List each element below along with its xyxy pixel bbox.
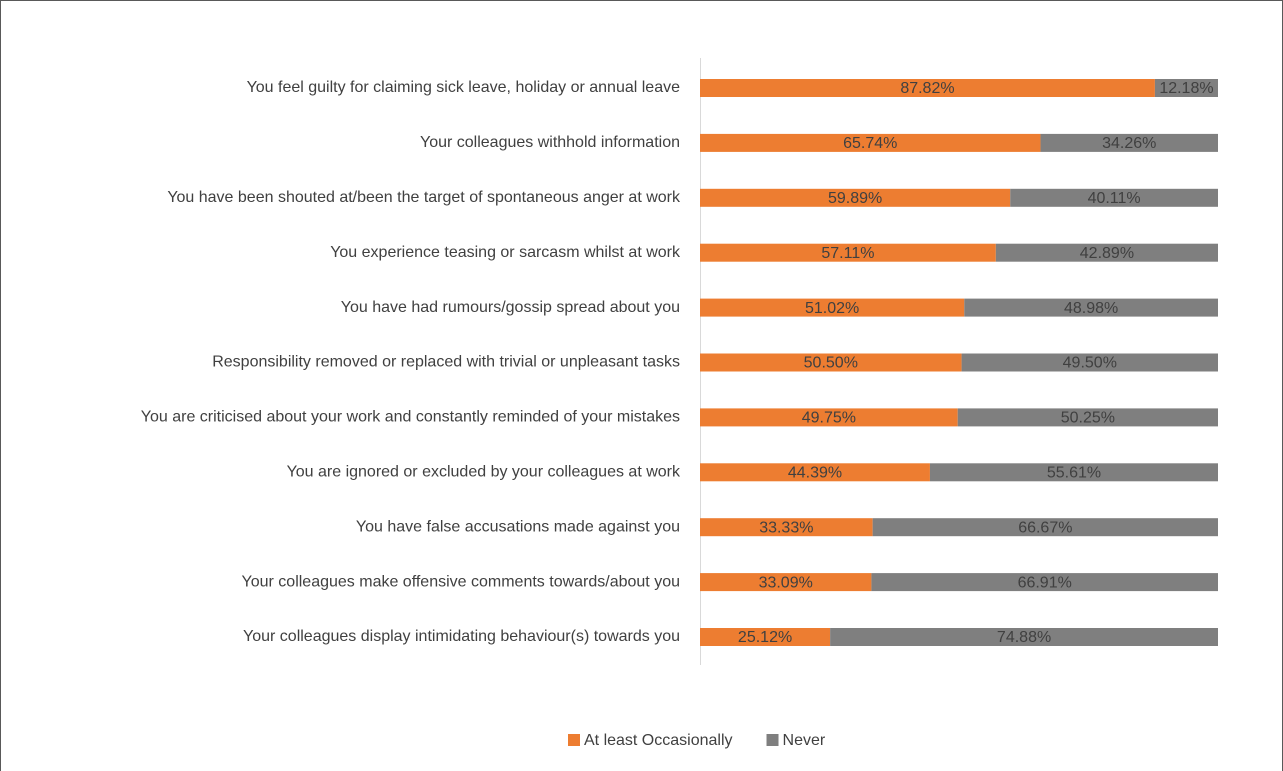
category-label: You have false accusations made against … — [356, 518, 680, 535]
data-label: 50.25% — [1061, 410, 1115, 427]
bar-segment — [929, 463, 1218, 482]
data-label: 55.61% — [1047, 465, 1101, 482]
data-label: 57.11% — [821, 245, 874, 262]
category-label: Your colleagues display intimidating beh… — [243, 628, 680, 645]
category-label: You have had rumours/gossip spread about… — [341, 299, 680, 316]
bar-segment — [700, 188, 1011, 207]
data-label: 33.09% — [759, 574, 813, 591]
data-label: 49.50% — [1063, 355, 1117, 372]
data-label: 33.33% — [759, 519, 813, 536]
bar-segment — [700, 298, 965, 317]
category-label: You feel guilty for claiming sick leave,… — [247, 79, 681, 96]
legend-swatch — [766, 734, 779, 746]
data-label: 42.89% — [1080, 245, 1134, 262]
bar-segment — [1010, 188, 1218, 207]
category-label: Your colleagues make offensive comments … — [242, 573, 680, 590]
legend-swatch — [568, 734, 580, 746]
data-label: 49.75% — [802, 410, 856, 427]
data-label: 66.67% — [1018, 519, 1072, 536]
bar-segment — [871, 573, 1218, 592]
data-label: 87.82% — [900, 80, 954, 97]
data-label: 25.12% — [738, 629, 792, 646]
category-label: Responsibility removed or replaced with … — [212, 354, 680, 371]
category-label: You have been shouted at/been the target… — [167, 189, 681, 206]
bar-segment — [700, 243, 996, 262]
bar-segment — [830, 628, 1218, 646]
bar-segment — [700, 573, 872, 592]
bar-segment — [964, 298, 1218, 317]
data-label: 74.88% — [997, 629, 1051, 646]
data-label: 44.39% — [788, 465, 842, 482]
data-label: 66.91% — [1018, 574, 1072, 591]
data-label: 50.50% — [804, 355, 858, 372]
data-label: 51.02% — [805, 300, 859, 317]
bar-segment — [700, 408, 958, 427]
category-label: You are ignored or excluded by your coll… — [287, 464, 681, 481]
data-label: 48.98% — [1064, 300, 1118, 317]
bar-segment — [700, 628, 831, 646]
data-label: 34.26% — [1102, 135, 1156, 152]
category-label: Your colleagues withhold information — [420, 134, 680, 151]
bar-segment — [961, 353, 1218, 372]
bar-segment — [700, 353, 962, 372]
bar-segment — [700, 133, 1041, 152]
category-label: You experience teasing or sarcasm whilst… — [330, 244, 681, 261]
data-label: 12.18% — [1159, 80, 1213, 97]
data-label: 65.74% — [843, 135, 897, 152]
bar-segment — [995, 243, 1218, 262]
legend-label: Never — [783, 732, 826, 749]
bar-segment — [957, 408, 1218, 427]
bar-segment — [872, 518, 1218, 537]
bar-segment — [700, 518, 873, 537]
data-label: 59.89% — [828, 190, 882, 207]
category-label: You are criticised about your work and c… — [141, 409, 680, 426]
bar-segment — [700, 463, 930, 482]
data-label: 40.11% — [1088, 190, 1141, 207]
legend-label: At least Occasionally — [584, 732, 733, 749]
bar-segment — [700, 79, 1155, 97]
bar-segment — [1040, 133, 1218, 152]
bar-segment — [1154, 79, 1218, 97]
